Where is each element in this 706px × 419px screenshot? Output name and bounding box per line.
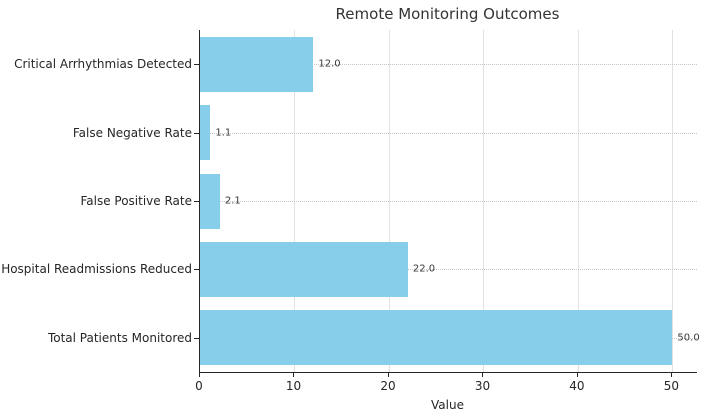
- y-tick-mark: [194, 269, 199, 271]
- horizontal-gridline: [200, 132, 697, 134]
- bar-value-label: 12.0: [318, 58, 341, 70]
- bar-value-label: 1.1: [215, 127, 232, 139]
- x-tick-mark: [482, 373, 484, 377]
- bar: [200, 310, 673, 366]
- x-tick-label: 0: [195, 379, 203, 393]
- y-tick-mark: [194, 201, 199, 202]
- horizontal-gridline: [200, 201, 697, 202]
- x-tick-mark: [576, 373, 578, 377]
- bar: [200, 105, 211, 161]
- bar-value-label: 2.1: [224, 195, 241, 207]
- x-tick-label: 50: [663, 379, 680, 393]
- bar: [200, 173, 220, 229]
- chart-title: Remote Monitoring Outcomes: [335, 5, 560, 23]
- x-axis-title: Value: [431, 398, 464, 412]
- x-tick-mark: [199, 373, 200, 377]
- x-tick-label: 40: [569, 379, 585, 393]
- x-tick-label: 10: [285, 379, 302, 393]
- x-tick-label: 20: [380, 379, 396, 393]
- y-tick-mark: [194, 64, 199, 66]
- category-label: Total Patients Monitored: [47, 330, 192, 345]
- category-label: Hospital Readmissions Reduced: [1, 262, 192, 277]
- bar: [200, 36, 314, 92]
- category-label: Critical Arrhythmias Detected: [14, 57, 192, 72]
- bar-value-label: 22.0: [412, 263, 436, 275]
- category-label: False Negative Rate: [72, 125, 192, 140]
- bar-value-label: 50.0: [677, 332, 700, 344]
- bar: [200, 241, 408, 297]
- horizontal-gridline: [200, 269, 697, 271]
- x-tick-mark: [671, 373, 673, 377]
- x-tick-label: 30: [474, 379, 491, 393]
- x-tick-mark: [293, 373, 295, 377]
- horizontal-gridline: [200, 64, 697, 66]
- y-tick-mark: [194, 132, 199, 134]
- plot-area: 12.0 1.1 2.1 22.0 50.0: [199, 30, 700, 373]
- category-label: False Positive Rate: [80, 194, 192, 208]
- y-tick-mark: [194, 337, 199, 339]
- x-tick-mark: [387, 373, 389, 377]
